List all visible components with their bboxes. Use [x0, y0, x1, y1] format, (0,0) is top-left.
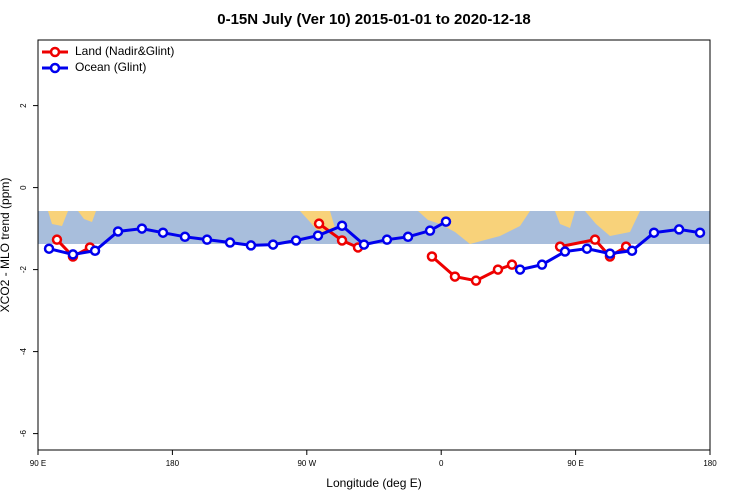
point: [336, 235, 348, 246]
x-tick-label: 90 E: [567, 459, 583, 468]
point: [381, 234, 393, 245]
y-tick-label: 0: [19, 185, 28, 190]
point: [506, 259, 518, 270]
x-tick-label: 0: [439, 459, 444, 468]
point: [290, 235, 302, 246]
point: [112, 226, 124, 237]
point: [313, 218, 325, 229]
point: [245, 240, 257, 251]
point: [449, 271, 461, 282]
y-axis-label: XCO2 - MLO trend (ppm): [0, 178, 12, 313]
point: [470, 275, 482, 286]
y-tick-label: -2: [19, 265, 28, 273]
point: [440, 216, 452, 227]
x-tick-label: 180: [166, 459, 180, 468]
chart-title: 0-15N July (Ver 10) 2015-01-01 to 2020-1…: [217, 11, 531, 28]
point: [67, 249, 79, 260]
plot-frame: [37, 39, 711, 451]
legend-marker: [49, 46, 61, 58]
x-tick-label: 90 W: [297, 459, 316, 468]
point: [51, 234, 63, 245]
legend-marker: [49, 62, 61, 74]
point: [402, 231, 414, 243]
point: [201, 234, 213, 245]
y-tick-label: -6: [19, 429, 28, 437]
point: [604, 248, 616, 259]
point: [312, 230, 324, 241]
point: [589, 234, 601, 245]
point: [514, 264, 526, 275]
x-tick-label: 90 E: [30, 459, 46, 468]
point: [43, 243, 55, 254]
point: [336, 220, 348, 231]
point: [424, 225, 436, 236]
y-tick-label: -4: [19, 347, 28, 355]
point: [581, 243, 593, 254]
point: [694, 227, 706, 238]
legend-label: Ocean (Glint): [75, 60, 146, 74]
point: [179, 231, 191, 243]
point: [492, 264, 504, 275]
point: [673, 224, 685, 235]
point: [536, 259, 548, 270]
point: [267, 239, 279, 250]
point: [157, 227, 169, 238]
point: [224, 237, 236, 248]
x-axis-label: Longitude (deg E): [326, 476, 421, 490]
point: [559, 246, 571, 257]
point: [648, 227, 660, 238]
x-tick-label: 180: [703, 459, 717, 468]
point: [426, 251, 438, 262]
point: [89, 245, 101, 256]
point: [358, 239, 370, 250]
legend-label: Land (Nadir&Glint): [75, 44, 174, 58]
y-tick-label: 2: [19, 103, 28, 108]
point: [136, 223, 148, 234]
point: [626, 245, 638, 256]
